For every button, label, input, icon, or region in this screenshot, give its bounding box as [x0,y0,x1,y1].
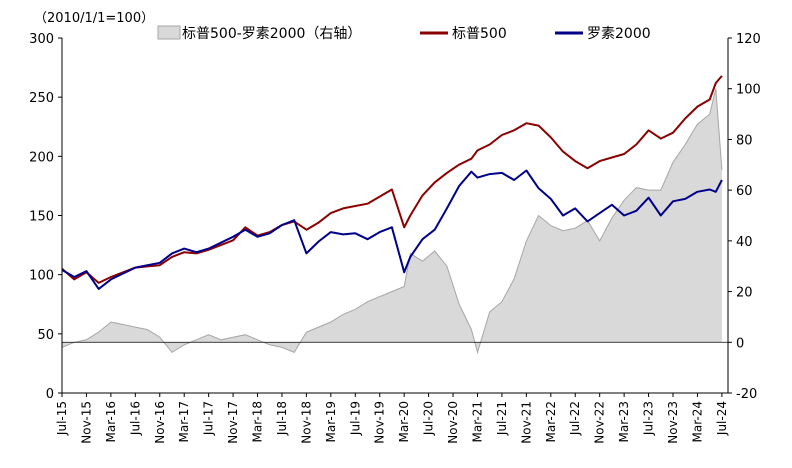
spread-area [62,88,722,353]
x-tick-label: Nov-17 [226,401,240,444]
x-tick-label: Jul-24 [715,401,729,436]
x-tick-label: Jul-21 [495,401,509,436]
x-tick-label: Mar-22 [544,401,558,442]
x-tick-label: Mar-19 [324,401,338,442]
x-tick-label: Nov-18 [299,401,313,444]
left-tick-label: 150 [29,210,54,225]
left-axis-ticks: 0 50 100 150 200 250 300 [29,32,62,402]
right-axis-ticks: -20 0 20 40 60 80 100 120 [728,32,761,402]
legend-label-spread: 标普500-罗素2000（右轴） [182,26,361,42]
left-tick-label: 50 [37,328,54,343]
right-tick-label: 60 [736,184,753,199]
x-tick-label: Mar-20 [397,401,411,442]
x-tick-label: Mar-24 [690,401,704,442]
right-tick-label: 20 [736,286,753,301]
unit-note: （2010/1/1=100） [34,11,154,26]
legend-label-russell: 罗素2000 [587,26,651,42]
legend: 标普500-罗素2000（右轴） 标普500 罗素2000 [157,25,651,42]
left-tick-label: 200 [29,150,54,165]
x-tick-label: Jul-17 [202,401,216,436]
spread-area-layer [61,88,723,355]
x-tick-label: Nov-22 [593,401,607,444]
left-tick-label: 300 [29,32,54,47]
right-tick-label: 40 [736,235,753,250]
russell2000-line [61,169,723,290]
left-tick-label: 0 [46,387,54,402]
right-tick-label: 0 [736,336,744,351]
x-tick-label: Nov-15 [79,401,93,444]
right-tick-label: 120 [736,32,761,47]
x-tick-label: Jul-20 [422,401,436,436]
legend-swatch-spread [157,25,181,40]
x-axis-ticks: Jul-15 Nov-15 Mar-16 Jul-16 Nov-16 Mar-17 Jul-… [55,393,729,444]
x-tick-label: Jul-23 [642,401,656,436]
x-tick-label: Nov-20 [446,401,460,444]
left-tick-label: 100 [29,269,54,284]
x-tick-label: Nov-21 [519,401,533,444]
line-series-layer [61,75,723,290]
legend-label-sp500: 标普500 [452,26,507,42]
x-tick-label: Jul-19 [348,401,362,436]
x-tick-label: Nov-19 [373,401,387,444]
x-tick-label: Mar-17 [177,401,191,442]
right-tick-label: 100 [736,83,761,98]
x-tick-label: Mar-18 [251,401,265,442]
x-tick-label: Nov-23 [666,401,680,444]
right-tick-label: 80 [736,133,753,148]
sp500-line [61,75,723,284]
x-tick-label: Jul-16 [128,401,142,436]
x-tick-label: Mar-21 [470,401,484,442]
x-tick-label: Mar-16 [104,401,118,442]
x-tick-label: Nov-16 [153,401,167,444]
right-tick-label: -20 [736,387,757,402]
x-tick-label: Jul-18 [275,401,289,436]
spread-line [61,88,723,355]
x-tick-label: Mar-23 [617,401,631,442]
x-tick-label: Jul-22 [568,401,582,436]
left-tick-label: 250 [29,91,54,106]
x-tick-label: Jul-15 [55,401,69,436]
